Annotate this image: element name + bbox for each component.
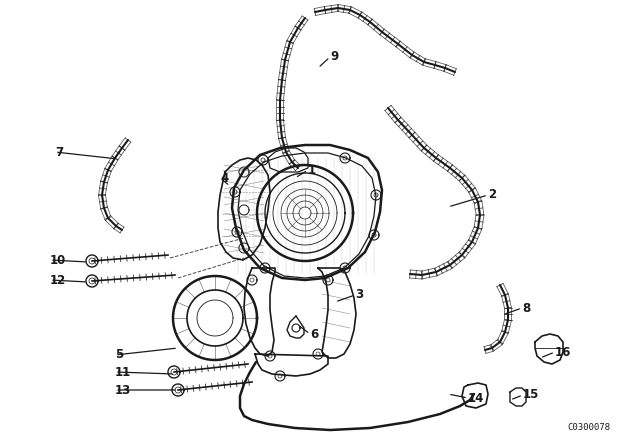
Text: 1: 1 <box>308 164 316 177</box>
Text: 3: 3 <box>355 289 363 302</box>
Text: 10: 10 <box>50 254 67 267</box>
Text: 7: 7 <box>55 146 63 159</box>
Text: 14: 14 <box>468 392 484 405</box>
Text: 16: 16 <box>555 345 572 358</box>
Text: 5: 5 <box>115 349 124 362</box>
Text: 13: 13 <box>115 383 131 396</box>
Text: 15: 15 <box>523 388 540 401</box>
Text: 2: 2 <box>488 189 496 202</box>
Text: 9: 9 <box>330 51 339 64</box>
Text: 6: 6 <box>310 327 318 340</box>
Text: 4: 4 <box>220 172 228 185</box>
Text: 12: 12 <box>50 273 67 287</box>
Text: 11: 11 <box>115 366 131 379</box>
Text: C0300078: C0300078 <box>567 423 610 432</box>
Text: 8: 8 <box>522 302 531 314</box>
